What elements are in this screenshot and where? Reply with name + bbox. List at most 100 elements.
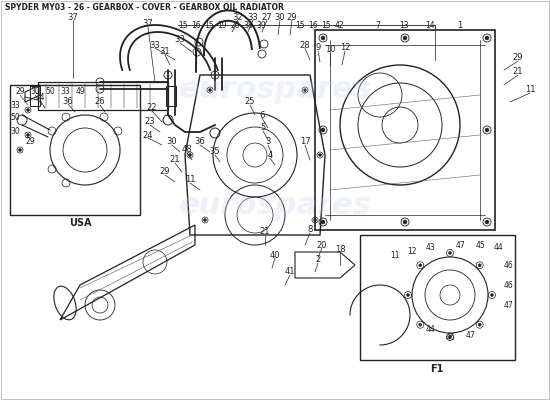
Circle shape xyxy=(406,294,410,296)
Circle shape xyxy=(321,36,325,40)
Text: 50: 50 xyxy=(45,88,55,96)
Circle shape xyxy=(485,128,489,132)
Text: 8: 8 xyxy=(307,226,313,234)
Circle shape xyxy=(19,148,21,152)
Text: 15: 15 xyxy=(178,20,188,30)
Text: 50: 50 xyxy=(10,114,20,122)
Text: 11: 11 xyxy=(185,176,195,184)
Circle shape xyxy=(448,336,452,338)
Text: 32: 32 xyxy=(233,12,243,22)
Text: SPYDER MY03 - 26 - GEARBOX - COVER - GEARBOX OIL RADIATOR: SPYDER MY03 - 26 - GEARBOX - COVER - GEA… xyxy=(5,3,284,12)
Text: 44: 44 xyxy=(493,242,503,252)
Text: 19: 19 xyxy=(217,20,227,30)
Text: 29: 29 xyxy=(25,138,35,146)
Text: 29: 29 xyxy=(513,54,523,62)
Circle shape xyxy=(491,294,493,296)
Text: eurospares: eurospares xyxy=(179,190,371,220)
Text: 30: 30 xyxy=(10,128,20,136)
Text: 40: 40 xyxy=(270,250,280,260)
Text: 15: 15 xyxy=(321,20,331,30)
Text: 27: 27 xyxy=(262,12,272,22)
Text: 37: 37 xyxy=(142,20,153,28)
Text: 25: 25 xyxy=(245,98,255,106)
Text: 47: 47 xyxy=(465,330,475,340)
Text: 39: 39 xyxy=(256,20,266,30)
Circle shape xyxy=(403,220,407,224)
Bar xyxy=(30,86,40,106)
Text: 43: 43 xyxy=(425,244,435,252)
Text: 1: 1 xyxy=(458,20,463,30)
Circle shape xyxy=(419,323,422,326)
Circle shape xyxy=(478,323,481,326)
Text: 29: 29 xyxy=(287,12,297,22)
Text: 38: 38 xyxy=(243,20,253,30)
Text: 15: 15 xyxy=(204,20,214,30)
Text: 29: 29 xyxy=(15,88,25,96)
Text: 45: 45 xyxy=(475,240,485,250)
Text: 4: 4 xyxy=(267,150,273,160)
Text: 5: 5 xyxy=(260,124,266,132)
Circle shape xyxy=(419,264,422,267)
Text: 48: 48 xyxy=(182,146,192,154)
Text: 22: 22 xyxy=(147,104,157,112)
Text: 21: 21 xyxy=(260,228,270,236)
Bar xyxy=(315,30,495,230)
Text: 21: 21 xyxy=(170,156,180,164)
Text: 41: 41 xyxy=(285,268,295,276)
Text: eurospares: eurospares xyxy=(179,76,371,104)
Text: 33: 33 xyxy=(248,12,258,22)
Text: 31: 31 xyxy=(160,48,170,56)
Circle shape xyxy=(448,252,452,254)
Text: 28: 28 xyxy=(300,40,310,50)
Text: 36: 36 xyxy=(63,96,73,106)
Text: 46: 46 xyxy=(503,280,513,290)
Text: 37: 37 xyxy=(68,12,78,22)
Text: 13: 13 xyxy=(399,20,409,30)
Text: USA: USA xyxy=(69,218,91,228)
Text: F1: F1 xyxy=(430,364,444,374)
Bar xyxy=(166,86,176,106)
Text: 42: 42 xyxy=(334,20,344,30)
Bar xyxy=(10,85,140,215)
Circle shape xyxy=(318,154,322,156)
Circle shape xyxy=(189,154,191,156)
Text: 10: 10 xyxy=(324,46,336,54)
Circle shape xyxy=(26,108,30,112)
Circle shape xyxy=(321,128,325,132)
Text: 47: 47 xyxy=(455,240,465,250)
Circle shape xyxy=(314,218,316,222)
Text: 36: 36 xyxy=(195,138,205,146)
Text: 33: 33 xyxy=(10,100,20,110)
Circle shape xyxy=(485,36,489,40)
Text: 30: 30 xyxy=(274,12,285,22)
Text: 34: 34 xyxy=(35,92,45,102)
Circle shape xyxy=(304,88,306,92)
Circle shape xyxy=(485,220,489,224)
Text: 17: 17 xyxy=(300,138,310,146)
Text: 7: 7 xyxy=(376,20,381,30)
Circle shape xyxy=(204,218,206,222)
Text: 35: 35 xyxy=(210,148,221,156)
Text: 46: 46 xyxy=(445,334,455,342)
Circle shape xyxy=(321,220,325,224)
Circle shape xyxy=(208,88,212,92)
Text: 16: 16 xyxy=(308,20,318,30)
Text: 3: 3 xyxy=(265,138,271,146)
Text: 14: 14 xyxy=(425,20,435,30)
Bar xyxy=(38,82,168,110)
Text: 24: 24 xyxy=(143,130,153,140)
Text: 20: 20 xyxy=(317,240,327,250)
Text: 30: 30 xyxy=(30,88,40,96)
Text: 33: 33 xyxy=(150,40,161,50)
Text: 11: 11 xyxy=(525,86,535,94)
Text: 2: 2 xyxy=(315,256,321,264)
Text: 20: 20 xyxy=(230,20,240,30)
Text: 23: 23 xyxy=(145,118,155,126)
Text: 18: 18 xyxy=(335,246,345,254)
Text: 49: 49 xyxy=(75,88,85,96)
Text: 44: 44 xyxy=(425,326,435,334)
Text: 26: 26 xyxy=(95,98,105,106)
Circle shape xyxy=(403,36,407,40)
Text: 47: 47 xyxy=(503,300,513,310)
Text: 46: 46 xyxy=(503,260,513,270)
